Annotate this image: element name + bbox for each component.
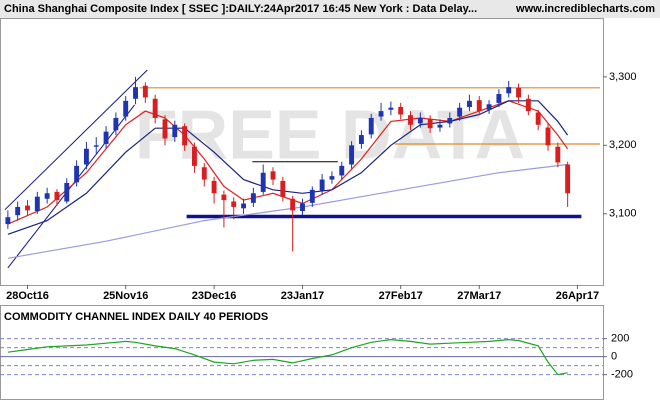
candle-body bbox=[290, 198, 296, 211]
candle-body bbox=[358, 135, 364, 144]
candle-body bbox=[152, 98, 158, 118]
candle-body bbox=[466, 100, 472, 107]
candle-body bbox=[319, 179, 325, 191]
candle-body bbox=[5, 217, 11, 225]
y-tick-label: 200 bbox=[611, 333, 629, 345]
candle-body bbox=[142, 85, 148, 98]
candle-body bbox=[103, 131, 109, 144]
candle-body bbox=[64, 182, 70, 202]
candle-body bbox=[113, 117, 119, 131]
candle-body bbox=[368, 117, 374, 135]
candle-body bbox=[486, 104, 492, 110]
x-tick-label: 27Feb17 bbox=[379, 290, 423, 302]
candle-body bbox=[506, 87, 512, 94]
x-tick-label: 25Nov16 bbox=[103, 290, 148, 302]
candle-body bbox=[329, 176, 335, 180]
candle-body bbox=[211, 180, 217, 194]
candle-body bbox=[241, 203, 247, 209]
candle-body bbox=[172, 124, 178, 138]
candle-body bbox=[525, 98, 531, 112]
candle-body bbox=[309, 189, 315, 203]
candle-body bbox=[555, 146, 561, 163]
x-tick-label: 28Oct16 bbox=[6, 290, 49, 302]
candle-body bbox=[270, 171, 276, 180]
candle-body bbox=[496, 93, 502, 103]
candle-body bbox=[300, 203, 305, 212]
drawn-line bbox=[4, 69, 148, 211]
x-tick-label: 23Dec16 bbox=[192, 290, 237, 302]
candle-body bbox=[408, 115, 413, 125]
candle-body bbox=[182, 126, 188, 146]
x-tick-label: 26Apr17 bbox=[556, 290, 599, 302]
candle-body bbox=[162, 119, 168, 139]
candle-body bbox=[378, 111, 384, 117]
line-series bbox=[7, 100, 569, 225]
candle-body bbox=[516, 87, 521, 98]
cci-title: COMMODITY CHANNEL INDEX DAILY 40 PERIODS bbox=[4, 311, 268, 323]
header-bar bbox=[0, 0, 660, 18]
line-series bbox=[7, 338, 568, 376]
y-tick-label: -200 bbox=[611, 369, 633, 381]
candle-body bbox=[15, 206, 21, 216]
candle-body bbox=[447, 117, 453, 124]
x-tick-label: 23Jan17 bbox=[281, 290, 324, 302]
candle-body bbox=[437, 124, 443, 128]
candle-body bbox=[457, 107, 463, 117]
candle-body bbox=[260, 172, 266, 192]
candle-body bbox=[417, 117, 423, 124]
candle-body bbox=[545, 127, 551, 146]
candle-body bbox=[565, 164, 571, 194]
candle-body bbox=[349, 145, 355, 165]
candle-body bbox=[74, 165, 80, 183]
candle-body bbox=[191, 146, 197, 166]
line-series bbox=[7, 100, 569, 235]
y-tick-label: 3,300 bbox=[609, 71, 637, 83]
chart-title: China Shanghai Composite Index [ SSEC ]:… bbox=[4, 3, 477, 15]
candle-body bbox=[25, 205, 30, 211]
candle-body bbox=[44, 193, 50, 199]
line-series bbox=[7, 163, 568, 259]
candle-body bbox=[221, 194, 227, 201]
candle-body bbox=[54, 191, 60, 201]
y-tick-label: 0 bbox=[611, 351, 617, 363]
source: www.incrediblecharts.com bbox=[515, 3, 655, 15]
candle-body bbox=[201, 167, 207, 180]
candle-body bbox=[133, 87, 138, 99]
candle-body bbox=[388, 107, 394, 110]
candle-body bbox=[398, 107, 404, 115]
y-tick-label: 3,100 bbox=[609, 208, 637, 220]
candle-body bbox=[231, 201, 237, 207]
x-tick-label: 27Mar17 bbox=[457, 290, 501, 302]
candle-body bbox=[339, 165, 345, 176]
candle-body bbox=[34, 196, 40, 212]
candle-body bbox=[93, 145, 99, 147]
y-tick-label: 3,200 bbox=[609, 139, 637, 151]
candle-body bbox=[250, 193, 256, 203]
candle-body bbox=[83, 148, 89, 165]
candle-body bbox=[123, 100, 129, 117]
candle-body bbox=[280, 180, 286, 197]
candle-body bbox=[476, 100, 482, 112]
candle-body bbox=[535, 112, 541, 125]
candle-body bbox=[427, 119, 433, 129]
